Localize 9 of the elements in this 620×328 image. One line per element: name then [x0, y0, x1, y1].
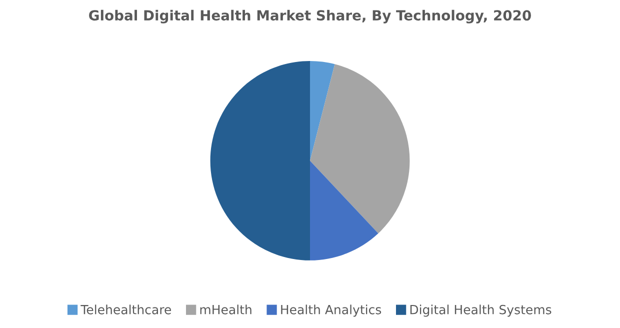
legend-label: Telehealthcare	[80, 304, 172, 314]
pie-slice	[310, 160, 378, 260]
pie-slice	[210, 61, 310, 260]
pie-slice	[310, 61, 335, 161]
legend-label: Digital Health Systems	[410, 304, 552, 317]
legend-label: mHealth	[200, 304, 252, 314]
legend-label: Health Analytics	[281, 304, 382, 317]
pie-slice	[310, 64, 410, 234]
chart-title: Global Digital Health Market Share, By Technology, 2020	[89, 10, 531, 24]
